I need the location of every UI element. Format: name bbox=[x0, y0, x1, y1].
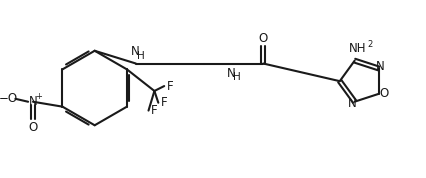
Text: N: N bbox=[348, 97, 356, 110]
Text: N: N bbox=[29, 95, 37, 108]
Text: 2: 2 bbox=[367, 40, 372, 49]
Text: N: N bbox=[130, 45, 139, 58]
Text: +: + bbox=[35, 92, 42, 101]
Text: F: F bbox=[151, 104, 157, 117]
Text: −O: −O bbox=[0, 92, 18, 105]
Text: N: N bbox=[226, 67, 235, 80]
Text: N: N bbox=[375, 60, 384, 73]
Text: O: O bbox=[258, 32, 267, 44]
Text: H: H bbox=[233, 72, 240, 82]
Text: O: O bbox=[378, 87, 387, 100]
Text: O: O bbox=[29, 121, 37, 134]
Text: F: F bbox=[161, 96, 167, 109]
Text: F: F bbox=[167, 80, 173, 93]
Text: NH: NH bbox=[348, 42, 366, 55]
Text: H: H bbox=[137, 51, 144, 61]
